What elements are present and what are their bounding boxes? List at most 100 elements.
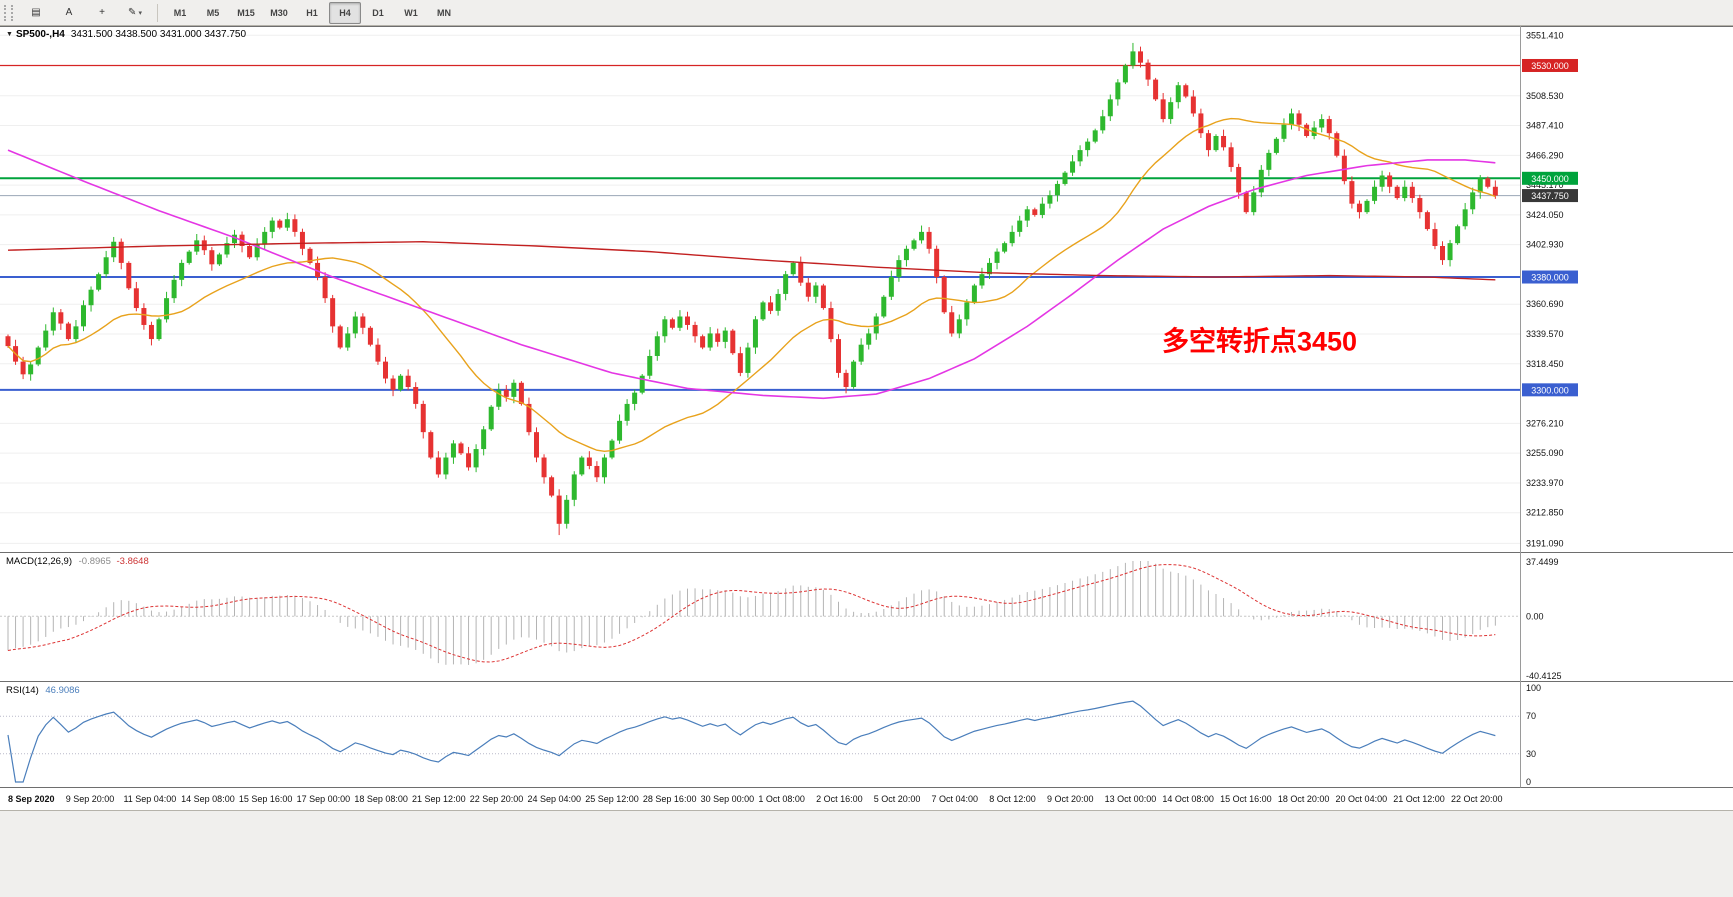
svg-text:8 Oct 12:00: 8 Oct 12:00 (989, 794, 1036, 804)
svg-text:多空转折点3450: 多空转折点3450 (1162, 325, 1357, 356)
macd-value-signal: -3.8648 (116, 556, 149, 567)
timeframe-m1-button[interactable]: M1 (173, 7, 187, 18)
price-badge-3450.000: 3450.000 (1522, 171, 1578, 185)
macd-signal-line (7, 564, 1496, 663)
macd-name: MACD(12,26,9) (6, 556, 72, 567)
svg-text:25 Sep 12:00: 25 Sep 12:00 (585, 794, 639, 804)
bottom-spacer (0, 810, 1733, 897)
candlestick-series (5, 42, 1498, 536)
chart-menu-arrow-icon[interactable]: ▼ (6, 30, 13, 38)
draw-tools-button[interactable]: ✎ ▾ (128, 7, 142, 18)
toolbar-drag-handle[interactable] (4, 4, 13, 21)
svg-text:7 Oct 04:00: 7 Oct 04:00 (932, 794, 979, 804)
timeframe-h1-button[interactable]: H1 (306, 7, 318, 18)
timeframe-m5-button[interactable]: M5 (206, 7, 220, 18)
price-badge-3380.000: 3380.000 (1522, 270, 1578, 284)
svg-text:17 Sep 00:00: 17 Sep 00:00 (297, 794, 351, 804)
chart-list-button[interactable]: ▤ (31, 7, 41, 18)
price-badge-3530.000: 3530.000 (1522, 58, 1578, 72)
svg-text:21 Oct 12:00: 21 Oct 12:00 (1393, 794, 1445, 804)
svg-text:3530.000: 3530.000 (1531, 61, 1569, 71)
svg-text:22 Oct 20:00: 22 Oct 20:00 (1451, 794, 1503, 804)
svg-text:0: 0 (1526, 777, 1531, 787)
svg-text:37.4499: 37.4499 (1526, 557, 1559, 567)
timeframe-d1-button[interactable]: D1 (372, 7, 384, 18)
price-axis-labels: 3551.410 3508.530 3487.410 3466.290 3445.170… (1526, 30, 1564, 548)
price-axis-badges: 3530.000 3450.000 3437.750 3380.000 3300.000 (1522, 58, 1578, 397)
cursor-button[interactable]: A (65, 7, 73, 18)
macd-histogram (7, 561, 1496, 665)
timeframe-w1-button[interactable]: W1 (404, 7, 418, 18)
svg-text:3402.930: 3402.930 (1526, 240, 1564, 250)
ma-fast-orange (7, 117, 1496, 452)
svg-text:15 Sep 16:00: 15 Sep 16:00 (239, 794, 293, 804)
toolbar: ▤ A + ✎ ▾ M1 M5 M15 M30 H1 H4 D1 W1 MN (0, 0, 1733, 26)
time-axis-labels: 8 Sep 2020 9 Sep 20:00 11 Sep 04:00 14 Sep … (8, 794, 1503, 804)
svg-text:1 Oct 08:00: 1 Oct 08:00 (758, 794, 805, 804)
svg-text:28 Sep 16:00: 28 Sep 16:00 (643, 794, 697, 804)
svg-text:3380.000: 3380.000 (1531, 273, 1569, 283)
svg-text:15 Oct 16:00: 15 Oct 16:00 (1220, 794, 1272, 804)
dropdown-caret-icon: ▾ (138, 9, 142, 17)
svg-text:3191.090: 3191.090 (1526, 538, 1564, 548)
price-badge-3300.000: 3300.000 (1522, 383, 1578, 397)
svg-text:3466.290: 3466.290 (1526, 150, 1564, 160)
svg-text:3450.000: 3450.000 (1531, 174, 1569, 184)
annotation-text[interactable]: 多空转折点3450 (1162, 325, 1357, 356)
svg-text:3255.090: 3255.090 (1526, 448, 1564, 458)
svg-text:30: 30 (1526, 749, 1536, 759)
svg-text:9 Oct 20:00: 9 Oct 20:00 (1047, 794, 1094, 804)
svg-text:24 Sep 04:00: 24 Sep 04:00 (527, 794, 581, 804)
crosshair-button[interactable]: + (99, 7, 105, 18)
chart-header: ▼ SP500-,H4 3431.500 3438.500 3431.000 343… (6, 29, 246, 40)
svg-text:2 Oct 16:00: 2 Oct 16:00 (816, 794, 863, 804)
rsi-name: RSI(14) (6, 685, 39, 696)
svg-text:70: 70 (1526, 711, 1536, 721)
svg-text:3318.450: 3318.450 (1526, 359, 1564, 369)
chart-symbol-period: SP500-,H4 (15, 29, 65, 40)
rsi-line (7, 700, 1496, 783)
svg-text:3276.210: 3276.210 (1526, 418, 1564, 428)
svg-text:3437.750: 3437.750 (1531, 191, 1569, 201)
timeframe-mn-button[interactable]: MN (437, 7, 451, 18)
svg-text:18 Oct 20:00: 18 Oct 20:00 (1278, 794, 1330, 804)
svg-text:5 Oct 20:00: 5 Oct 20:00 (874, 794, 921, 804)
ma-slow-red (7, 241, 1496, 281)
chart-ohlc-values: 3431.500 3438.500 3431.000 3437.750 (70, 29, 247, 40)
macd-header: MACD(12,26,9) -0.8965 -3.8648 (6, 556, 149, 567)
svg-text:21 Sep 12:00: 21 Sep 12:00 (412, 794, 466, 804)
svg-text:14 Oct 08:00: 14 Oct 08:00 (1162, 794, 1214, 804)
svg-text:22 Sep 20:00: 22 Sep 20:00 (470, 794, 524, 804)
price-badge-3437.750: 3437.750 (1522, 189, 1578, 203)
chart-canvas[interactable]: 多空转折点3450 3551.410 3508.530 3487.410 3466.29… (0, 26, 1733, 810)
toolbar-separator (157, 3, 158, 22)
rsi-value: 46.9086 (45, 685, 80, 696)
svg-text:3360.690: 3360.690 (1526, 299, 1564, 309)
svg-text:100: 100 (1526, 683, 1541, 693)
svg-text:0.00: 0.00 (1526, 611, 1544, 621)
svg-text:8 Sep 2020: 8 Sep 2020 (8, 794, 55, 804)
svg-text:14 Sep 08:00: 14 Sep 08:00 (181, 794, 235, 804)
timeframe-h4-button[interactable]: H4 (329, 1, 361, 24)
svg-text:3424.050: 3424.050 (1526, 210, 1564, 220)
svg-text:3233.970: 3233.970 (1526, 478, 1564, 488)
svg-text:20 Oct 04:00: 20 Oct 04:00 (1336, 794, 1388, 804)
rsi-level-lines (0, 715, 1520, 755)
timeframe-m15-button[interactable]: M15 (237, 7, 255, 18)
svg-text:3339.570: 3339.570 (1526, 329, 1564, 339)
ma-mid-magenta (7, 149, 1496, 400)
macd-axis-labels: 37.4499 0.00 -40.4125 (1526, 557, 1562, 681)
timeframe-m30-button[interactable]: M30 (270, 7, 288, 18)
svg-text:9 Sep 20:00: 9 Sep 20:00 (66, 794, 115, 804)
svg-text:3508.530: 3508.530 (1526, 91, 1564, 101)
svg-text:3445.170: 3445.170 (1526, 180, 1564, 190)
svg-text:-40.4125: -40.4125 (1526, 671, 1562, 681)
svg-text:18 Sep 08:00: 18 Sep 08:00 (354, 794, 408, 804)
svg-text:13 Oct 00:00: 13 Oct 00:00 (1105, 794, 1157, 804)
price-gridlines (0, 34, 1520, 544)
svg-text:3551.410: 3551.410 (1526, 30, 1564, 40)
rsi-header: RSI(14) 46.9086 (6, 685, 80, 696)
svg-text:3487.410: 3487.410 (1526, 121, 1564, 131)
panel-borders (0, 26, 1733, 788)
